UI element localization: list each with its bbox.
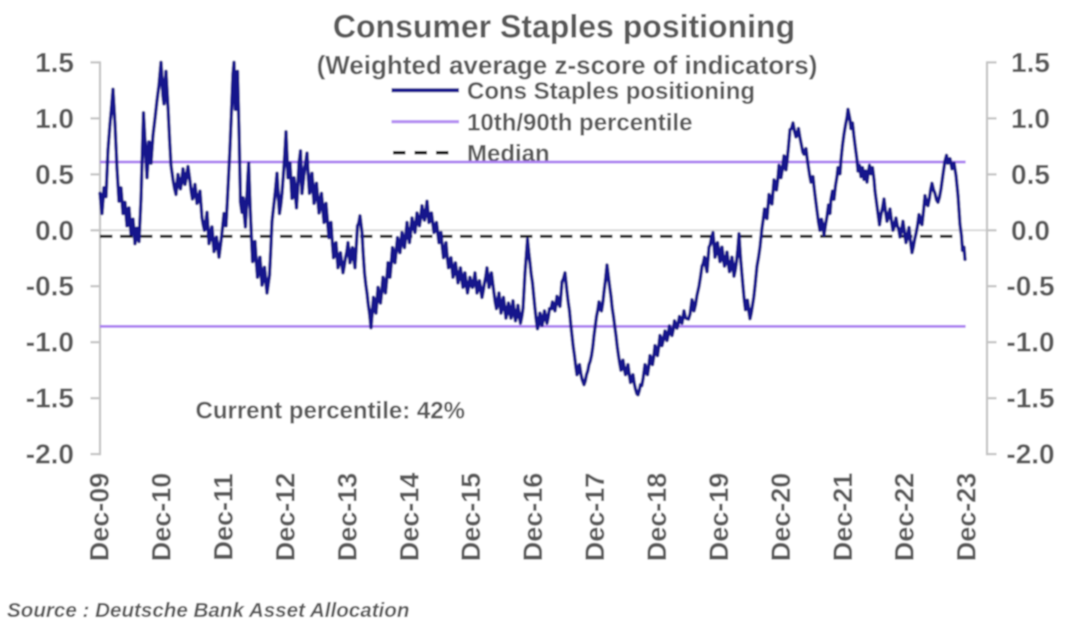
svg-text:1.0: 1.0 [1011,103,1050,134]
svg-text:0.5: 0.5 [35,159,74,190]
svg-text:Dec-22: Dec-22 [890,473,920,562]
svg-text:Dec-16: Dec-16 [518,473,548,562]
svg-text:Dec-19: Dec-19 [704,473,734,562]
svg-text:Dec-09: Dec-09 [85,473,115,562]
svg-text:Dec-21: Dec-21 [828,473,858,562]
svg-text:-1.0: -1.0 [26,327,74,358]
svg-text:-1.5: -1.5 [26,383,74,414]
svg-text:1.0: 1.0 [35,103,74,134]
svg-text:-0.5: -0.5 [1006,271,1054,302]
svg-text:Dec-13: Dec-13 [332,473,362,562]
svg-text:(Weighted average z-score of i: (Weighted average z-score of indicators) [317,50,818,80]
svg-text:0.0: 0.0 [35,215,74,246]
svg-text:Dec-14: Dec-14 [394,473,424,562]
svg-text:-2.0: -2.0 [26,439,74,470]
svg-text:Median: Median [467,141,550,168]
svg-text:Dec-17: Dec-17 [580,473,610,562]
svg-text:-1.5: -1.5 [1006,383,1054,414]
svg-text:Consumer Staples positioning: Consumer Staples positioning [333,9,795,45]
svg-text:Dec-11: Dec-11 [209,473,239,560]
svg-text:-1.0: -1.0 [1006,327,1054,358]
svg-text:0.0: 0.0 [1011,215,1050,246]
svg-text:-0.5: -0.5 [26,271,74,302]
svg-text:Dec-23: Dec-23 [952,473,982,562]
svg-text:0.5: 0.5 [1011,159,1050,190]
svg-text:Dec-10: Dec-10 [147,473,177,562]
svg-text:Cons Staples positioning: Cons Staples positioning [467,78,755,105]
svg-text:1.5: 1.5 [35,47,74,78]
svg-text:Dec-18: Dec-18 [642,473,672,562]
svg-text:10th/90th percentile: 10th/90th percentile [467,110,692,137]
svg-text:1.5: 1.5 [1011,47,1050,78]
svg-text:Current percentile: 42%: Current percentile: 42% [196,398,465,425]
svg-text:Dec-12: Dec-12 [270,473,300,562]
svg-text:Source : Deutsche Bank Asset A: Source : Deutsche Bank Asset Allocation [7,599,409,622]
svg-text:Dec-20: Dec-20 [766,473,796,562]
svg-text:Dec-15: Dec-15 [456,473,486,562]
svg-text:-2.0: -2.0 [1006,439,1054,470]
